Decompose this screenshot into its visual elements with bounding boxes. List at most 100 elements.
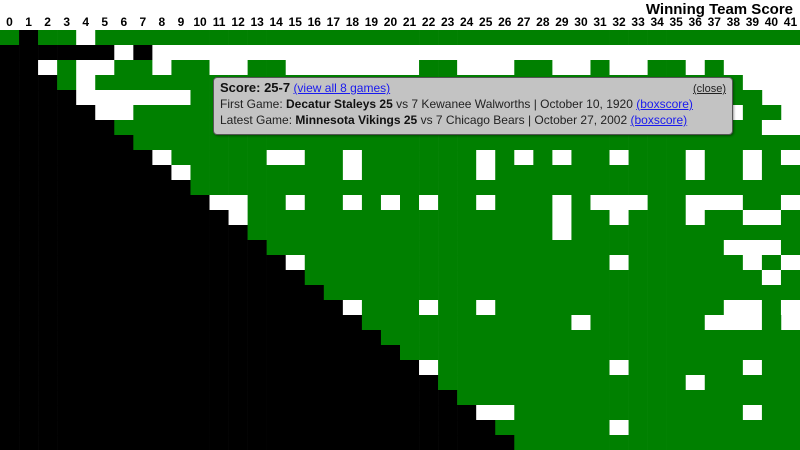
detail: vs 7 Kewanee Walworths | October 10, 192… [396,97,633,111]
cell-scored [323,210,344,226]
cell-impossible [76,165,96,181]
cell-impossible [133,375,153,391]
cell-impossible [38,375,58,391]
cell-impossible [57,135,77,151]
close-link[interactable]: (close) [692,83,726,95]
cell-scored [704,135,725,151]
cell-scored [400,255,420,271]
cell-impossible [114,195,134,211]
cell-impossible [57,330,77,346]
cell-impossible [57,345,77,361]
cell-scored [761,390,782,406]
cell-scored [704,405,725,421]
cell-scored [304,150,325,166]
boxscore-link[interactable]: (boxscore) [630,113,688,127]
cell-impossible [19,435,39,450]
cell-scored [57,75,77,91]
cell-scored [514,405,534,421]
boxscore-link[interactable]: (boxscore) [636,97,693,111]
cell-impossible [76,390,96,406]
cell-impossible [38,180,58,196]
cell-impossible [228,390,248,406]
cell-scored [533,165,553,181]
cell-scored [400,150,420,166]
cell-scored [190,135,210,151]
cell-scored [476,135,496,151]
cell-impossible [380,405,401,421]
cell-impossible [95,180,115,196]
cell-scored [590,30,610,46]
cell-impossible [19,315,39,331]
cell-scored [419,225,439,241]
score-popup: (close) Score: 25-7 (view all 8 games) F… [213,77,733,135]
view-all-link[interactable]: (view all 8 games) [293,81,391,95]
cell-scored [628,270,648,286]
cell-open [742,165,763,181]
cell-scored [571,210,591,226]
cell-scored [704,375,725,391]
cell-scored [761,105,782,121]
cell-open [38,60,58,76]
cell-scored [323,150,344,166]
cell-scored [380,150,401,166]
cell-impossible [152,165,172,181]
cell-impossible [438,405,458,421]
cell-scored [190,120,210,136]
cell-impossible [266,270,287,286]
cell-impossible [323,405,344,421]
cell-open [780,195,800,211]
cell-impossible [247,300,267,316]
cell-impossible [0,195,20,211]
cell-scored [457,390,477,406]
cell-scored [723,255,744,271]
column-label: 33 [631,15,645,29]
cell-impossible [171,390,191,406]
cell-scored [495,345,515,361]
cell-scored [628,375,648,391]
cell-scored [552,30,572,46]
cell-scored [400,345,420,361]
cell-scored [380,210,401,226]
cell-scored [438,375,458,391]
cell-scored [723,345,744,361]
cell-impossible [133,210,153,226]
cell-scored [647,270,667,286]
cell-impossible [114,285,134,301]
cell-scored [304,210,325,226]
cell-open [761,60,782,76]
cell-scored [628,345,648,361]
cell-scored [704,360,725,376]
cell-scored [457,240,477,256]
cell-scored [685,30,706,46]
cell-impossible [38,345,58,361]
cell-impossible [38,165,58,181]
cell-scored [647,285,667,301]
column-label: 26 [498,15,512,29]
cell-impossible [38,45,58,61]
cell-scored [533,180,553,196]
cell-scored [400,315,420,331]
cell-scored [533,255,553,271]
cell-open [419,300,439,316]
cell-scored [476,315,496,331]
cell-scored [476,30,496,46]
cell-scored [590,345,610,361]
cell-scored [380,225,401,241]
cell-open [419,45,439,61]
cell-scored [742,375,763,391]
cell-open [609,150,629,166]
cell-scored [666,360,687,376]
cell-impossible [361,330,382,346]
cell-impossible [171,315,191,331]
cell-scored [761,435,782,450]
cell-impossible [400,420,420,436]
cell-impossible [228,420,248,436]
cell-scored [419,330,439,346]
cell-open [609,195,629,211]
cell-impossible [304,390,325,406]
cell-scored [761,330,782,346]
cell-scored [228,30,248,46]
cell-open [704,315,725,331]
cell-scored [285,165,306,181]
column-label: 40 [765,15,779,29]
